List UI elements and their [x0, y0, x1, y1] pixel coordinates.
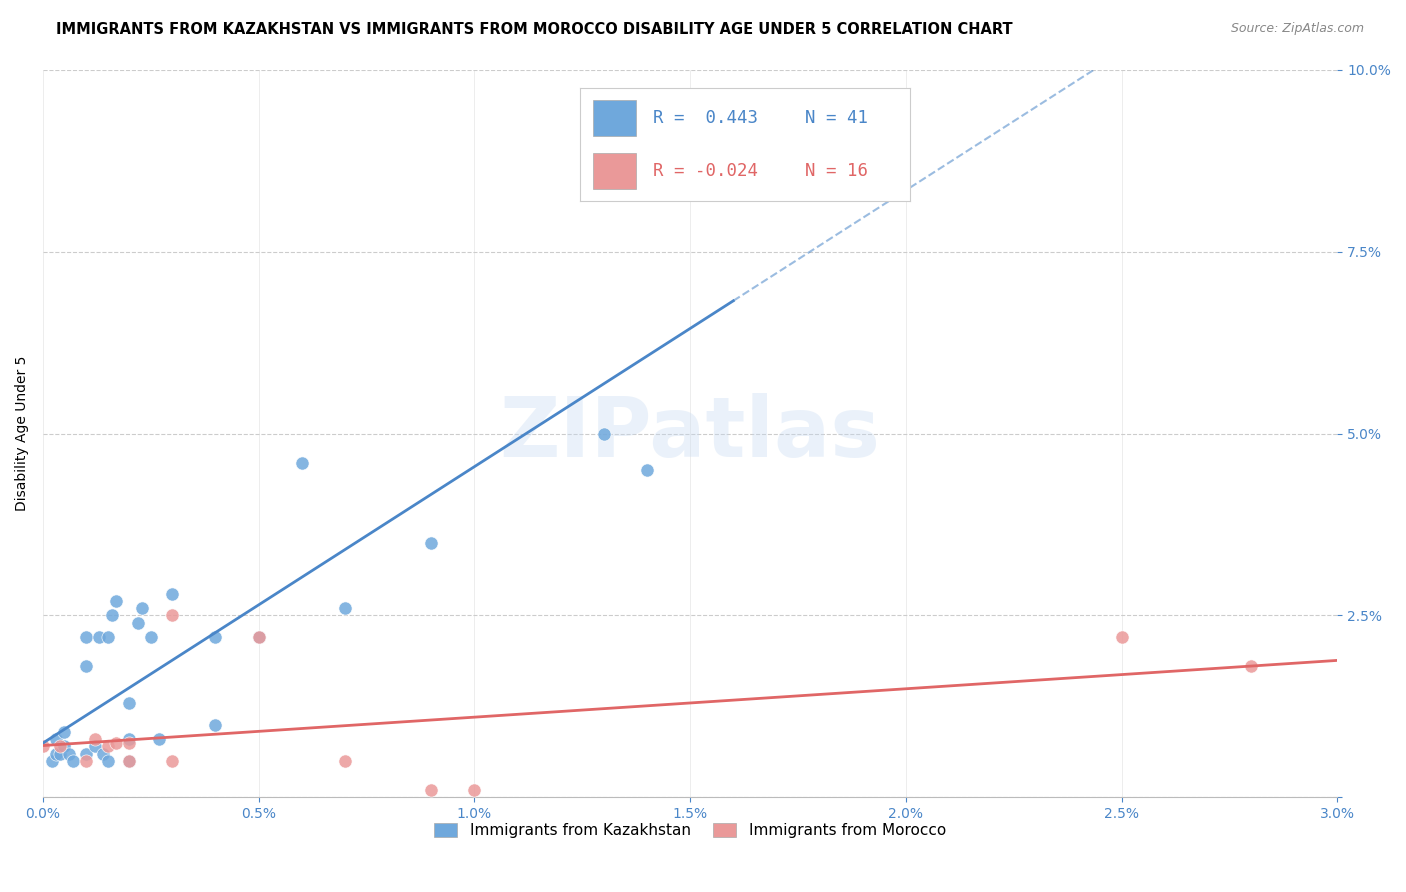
- Y-axis label: Disability Age Under 5: Disability Age Under 5: [15, 356, 30, 511]
- Point: [723, 136, 745, 150]
- Point: [1240, 659, 1263, 673]
- Point: [118, 732, 141, 747]
- Point: [204, 630, 226, 644]
- Point: [162, 608, 184, 623]
- Point: [97, 739, 120, 754]
- Point: [131, 601, 153, 615]
- Point: [91, 747, 114, 761]
- Legend: Immigrants from Kazakhstan, Immigrants from Morocco: Immigrants from Kazakhstan, Immigrants f…: [429, 817, 952, 845]
- Point: [592, 426, 614, 441]
- Point: [49, 739, 72, 754]
- Point: [118, 736, 141, 750]
- Point: [87, 630, 110, 644]
- Text: Source: ZipAtlas.com: Source: ZipAtlas.com: [1230, 22, 1364, 36]
- Point: [247, 630, 270, 644]
- Point: [83, 739, 105, 754]
- Point: [45, 732, 67, 747]
- Point: [75, 630, 97, 644]
- Point: [105, 736, 128, 750]
- Point: [463, 783, 485, 797]
- Point: [118, 696, 141, 710]
- Point: [75, 747, 97, 761]
- Point: [41, 754, 63, 768]
- Point: [127, 615, 149, 630]
- Point: [118, 754, 141, 768]
- Point: [118, 754, 141, 768]
- Point: [97, 630, 120, 644]
- Point: [333, 754, 356, 768]
- Point: [333, 601, 356, 615]
- Point: [139, 630, 162, 644]
- Point: [420, 783, 443, 797]
- Point: [62, 754, 84, 768]
- Point: [97, 754, 120, 768]
- Point: [49, 747, 72, 761]
- Point: [75, 754, 97, 768]
- Text: IMMIGRANTS FROM KAZAKHSTAN VS IMMIGRANTS FROM MOROCCO DISABILITY AGE UNDER 5 COR: IMMIGRANTS FROM KAZAKHSTAN VS IMMIGRANTS…: [56, 22, 1012, 37]
- Point: [162, 754, 184, 768]
- Point: [1111, 630, 1133, 644]
- Point: [53, 725, 76, 739]
- Point: [148, 732, 170, 747]
- Point: [45, 747, 67, 761]
- Point: [105, 594, 128, 608]
- Point: [420, 535, 443, 549]
- Point: [101, 608, 124, 623]
- Point: [53, 739, 76, 754]
- Text: ZIPatlas: ZIPatlas: [499, 393, 880, 474]
- Point: [291, 456, 314, 470]
- Point: [162, 587, 184, 601]
- Point: [83, 732, 105, 747]
- Point: [75, 659, 97, 673]
- Point: [32, 739, 55, 754]
- Point: [58, 747, 80, 761]
- Point: [204, 717, 226, 731]
- Point: [247, 630, 270, 644]
- Point: [636, 463, 658, 477]
